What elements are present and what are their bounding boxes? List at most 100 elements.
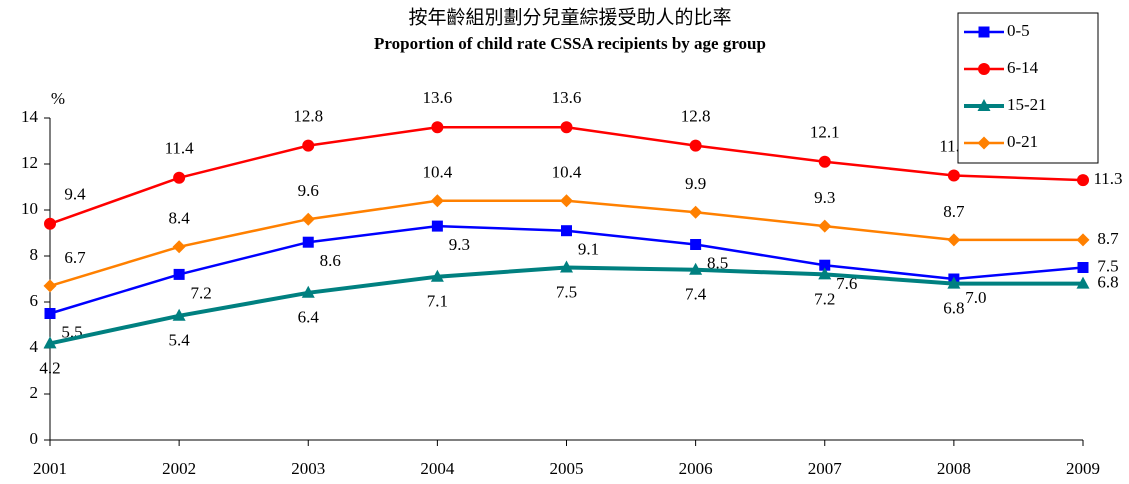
marker (1076, 233, 1090, 247)
marker (172, 308, 186, 321)
value-label: 12.8 (681, 107, 711, 126)
marker (978, 63, 990, 75)
marker (818, 155, 831, 168)
legend-label: 15-21 (1007, 95, 1047, 114)
marker (172, 240, 186, 254)
value-label: 7.4 (685, 285, 707, 304)
chart-subtitle: Proportion of child rate CSSA recipients… (374, 34, 766, 53)
marker (560, 121, 573, 134)
marker (818, 219, 832, 233)
y-tick-label: 12 (21, 153, 38, 172)
value-label: 7.0 (965, 288, 986, 307)
x-tick-label: 2006 (679, 459, 713, 478)
value-label: 13.6 (423, 88, 453, 107)
marker (819, 259, 831, 271)
marker (301, 285, 315, 298)
marker (1076, 276, 1090, 289)
marker (560, 194, 573, 208)
marker (947, 233, 961, 247)
value-label: 7.2 (191, 283, 212, 302)
value-label: 7.5 (556, 282, 577, 301)
marker (430, 194, 444, 208)
marker (818, 267, 832, 280)
marker (561, 225, 572, 237)
value-label: 6.4 (298, 308, 320, 327)
value-label: 5.4 (169, 331, 191, 350)
chart-title: 按年齡組別劃分兒童綜援受助人的比率 (408, 7, 731, 29)
marker (977, 99, 991, 111)
value-label: 7.2 (814, 289, 835, 308)
y-tick-label: 6 (30, 291, 39, 310)
value-label: 13.6 (552, 88, 582, 107)
y-tick-label: 4 (30, 337, 39, 356)
x-tick-label: 2008 (937, 459, 971, 478)
value-label: 7.5 (1097, 256, 1118, 275)
marker (1077, 174, 1089, 187)
legend-box (957, 12, 1099, 164)
value-label: 8.5 (707, 253, 728, 272)
marker (173, 268, 185, 280)
y-tick-label: 8 (30, 245, 39, 264)
marker (947, 276, 961, 289)
marker (173, 171, 186, 184)
marker (44, 308, 56, 319)
value-label: 9.3 (814, 188, 835, 207)
legend-label: 0-21 (1007, 132, 1038, 151)
x-tick-label: 2007 (808, 459, 843, 478)
marker (947, 169, 960, 182)
value-label: 6.8 (1097, 273, 1118, 292)
value-label: 9.6 (298, 181, 319, 200)
x-tick-label: 2003 (291, 459, 325, 478)
marker (689, 139, 702, 152)
y-tick-label: 10 (21, 199, 38, 218)
value-label: 8.4 (169, 209, 191, 228)
value-label: 7.6 (836, 274, 857, 293)
value-label: 4.2 (39, 358, 60, 377)
value-label: 7.1 (427, 292, 448, 311)
marker (560, 260, 573, 273)
value-label: 12.1 (810, 123, 840, 142)
value-label: 9.9 (685, 174, 706, 193)
marker (978, 26, 990, 38)
marker (977, 136, 991, 150)
value-label: 8.7 (943, 202, 965, 221)
marker (430, 269, 444, 282)
y-tick-label: 2 (30, 383, 39, 402)
marker (301, 212, 315, 226)
value-label: 6.7 (64, 248, 86, 267)
value-label: 11.4 (165, 139, 195, 158)
x-tick-label: 2001 (33, 459, 67, 478)
y-tick-label: 14 (21, 107, 39, 126)
marker (689, 205, 703, 219)
value-label: 9.4 (64, 185, 86, 204)
value-label: 9.1 (578, 240, 599, 259)
x-tick-label: 2009 (1066, 459, 1100, 478)
marker (690, 239, 702, 250)
value-label: 10.4 (423, 163, 453, 182)
value-label: 8.6 (320, 251, 341, 270)
series-line (49, 199, 1083, 288)
y-tick-label: 0 (30, 429, 39, 448)
legend-label: 6-14 (1007, 58, 1039, 77)
value-label: 9.3 (449, 235, 470, 254)
marker (431, 121, 444, 134)
value-label: 11.3 (1093, 169, 1122, 188)
value-label: 8.7 (1097, 229, 1119, 248)
legend-label: 0-5 (1007, 21, 1030, 40)
value-label: 6.8 (943, 299, 964, 318)
marker (44, 217, 56, 230)
marker (43, 336, 57, 349)
marker (43, 279, 57, 293)
y-axis-label: % (51, 89, 65, 108)
x-tick-label: 2005 (550, 459, 584, 478)
marker (1077, 262, 1089, 273)
x-tick-label: 2002 (162, 459, 196, 478)
marker (431, 220, 443, 232)
x-tick-label: 2004 (420, 459, 455, 478)
value-label: 12.8 (293, 107, 323, 126)
marker (302, 139, 315, 152)
value-label: 10.4 (552, 163, 582, 182)
series-line (49, 265, 1083, 346)
marker (302, 236, 314, 248)
